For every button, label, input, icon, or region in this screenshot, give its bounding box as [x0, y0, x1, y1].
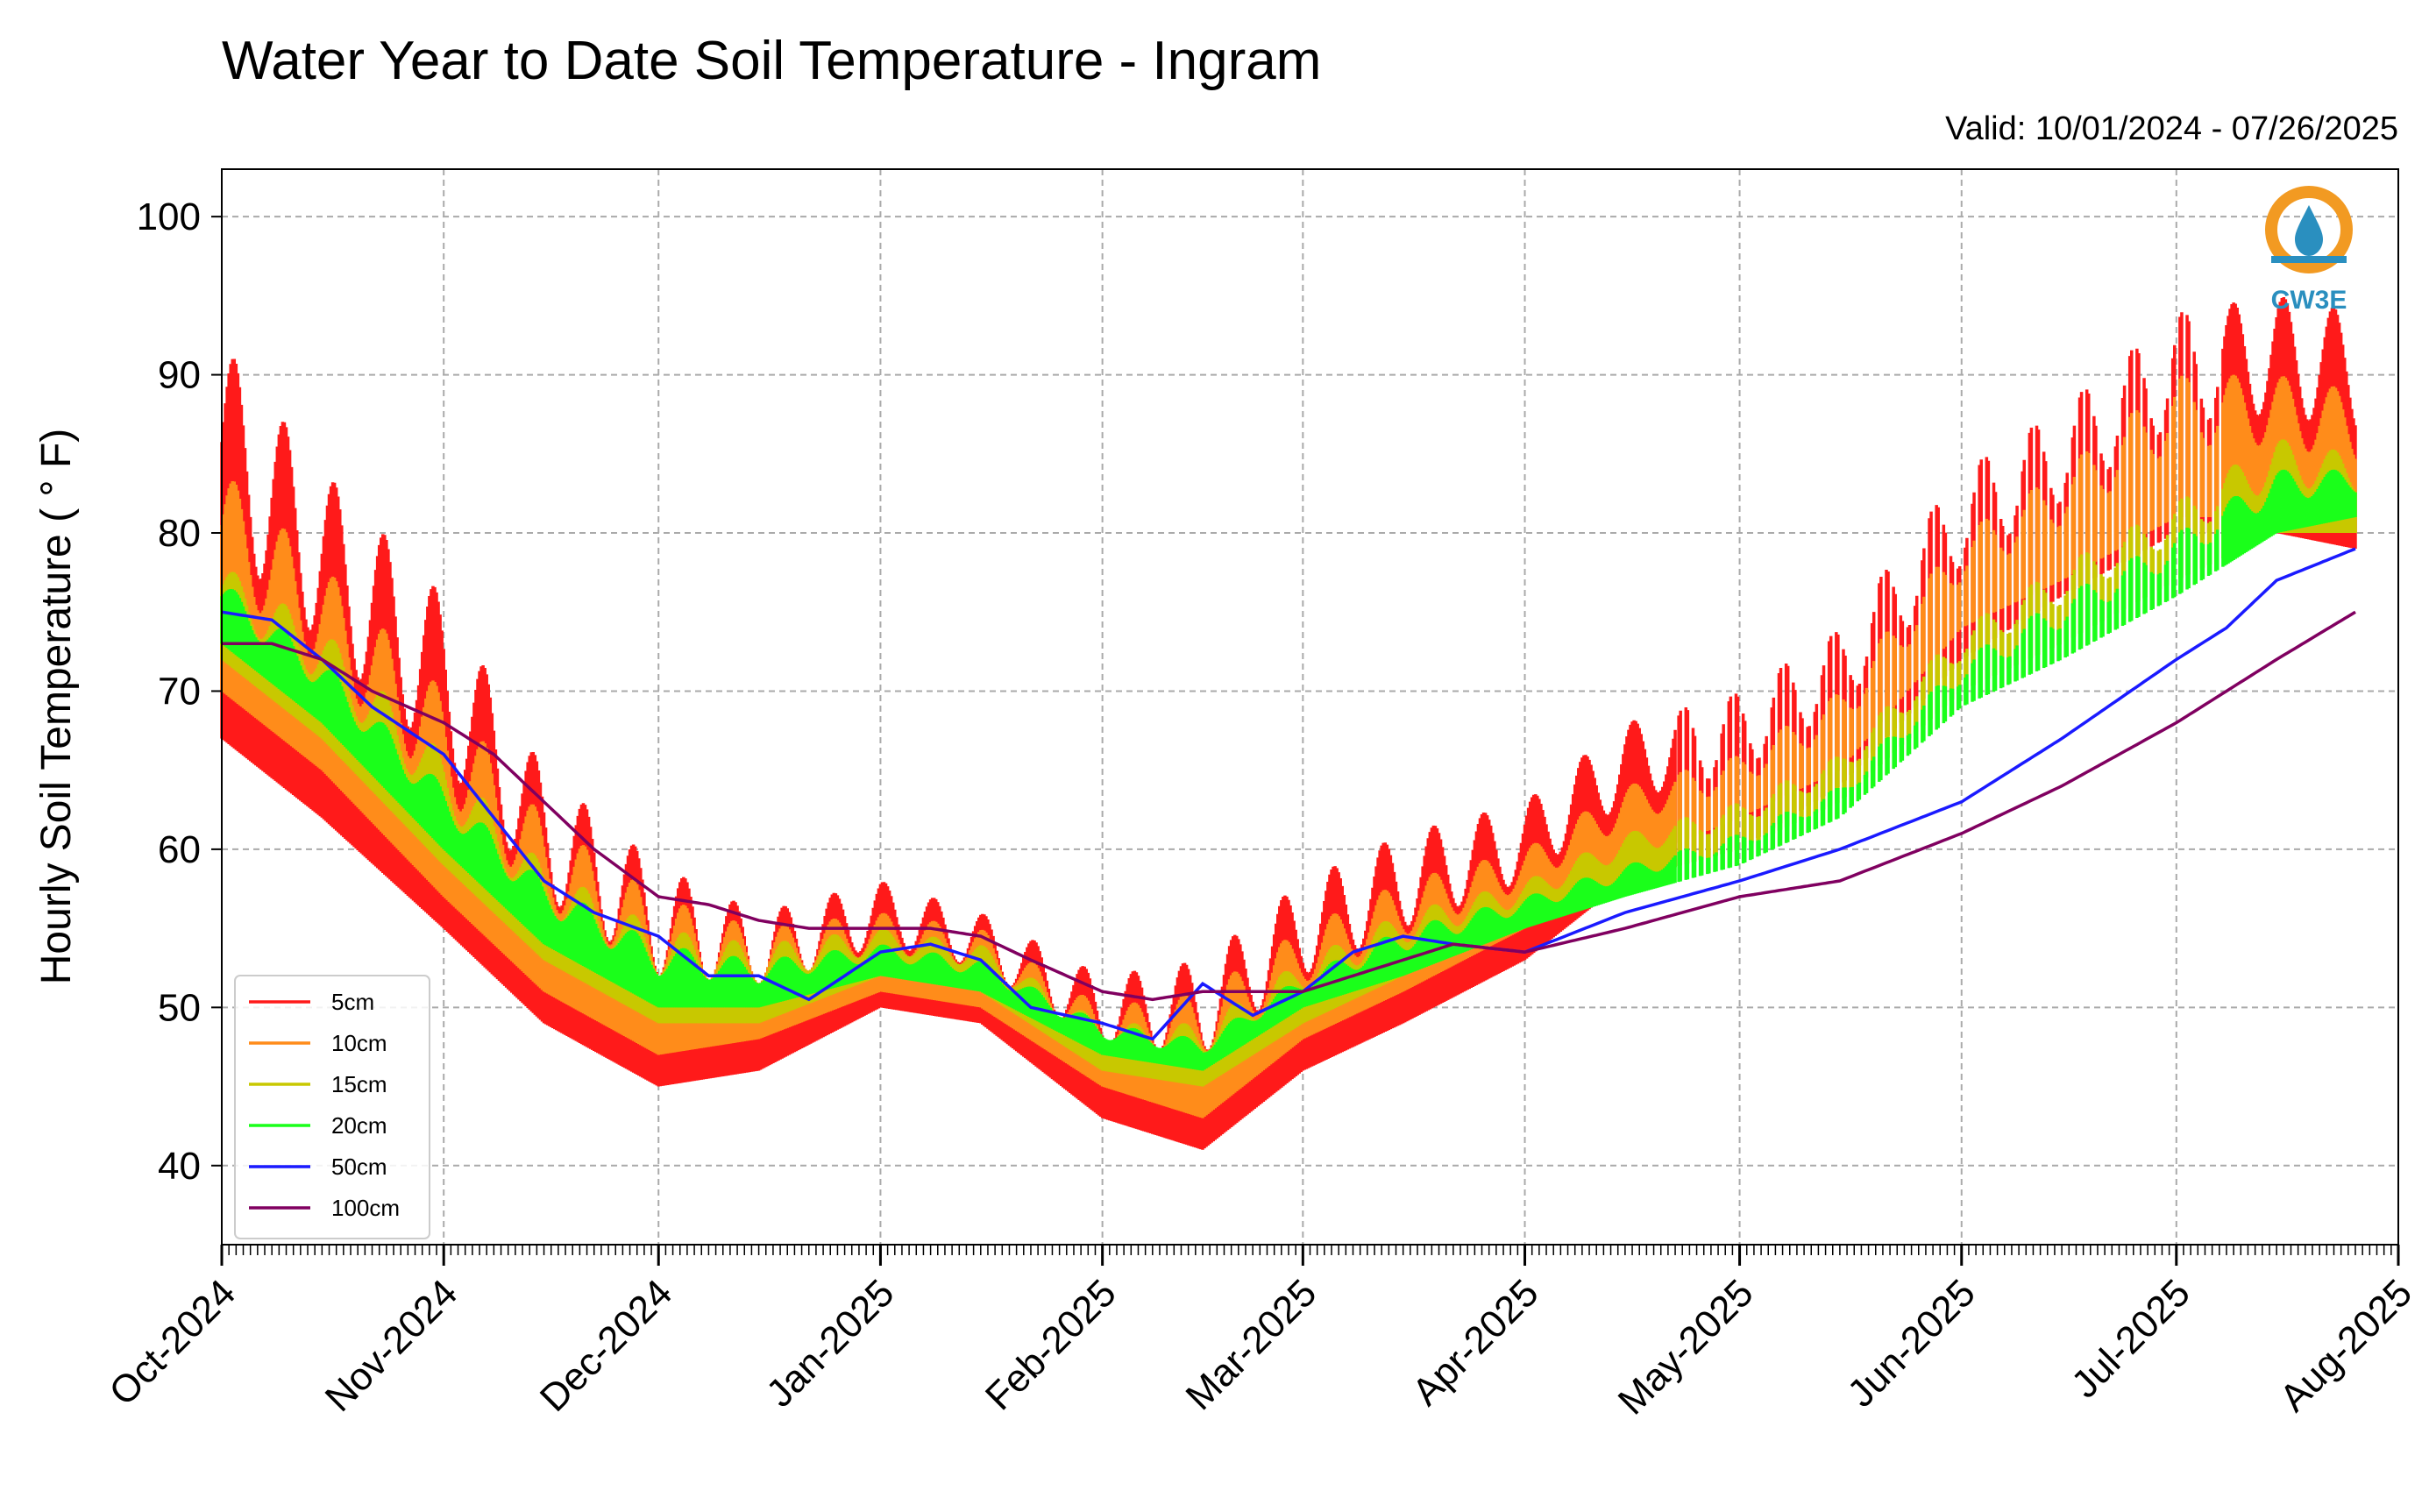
logo-text: CW3E — [2271, 286, 2347, 315]
y-tick-label: 90 — [158, 354, 201, 397]
cw3e-logo: CW3E — [2265, 186, 2353, 315]
x-tick-label: Dec-2024 — [532, 1271, 681, 1420]
water-drop-icon — [2295, 205, 2323, 256]
y-axis-label: Hourly Soil Temperature ( ° F) — [33, 429, 80, 985]
x-tick-label: May-2025 — [1610, 1271, 1762, 1423]
x-tick-label: Oct-2024 — [101, 1271, 244, 1414]
series-group — [220, 297, 2357, 1150]
x-tick-label: Jul-2025 — [2063, 1271, 2198, 1406]
plot-frame — [221, 168, 2399, 1246]
y-tick-label: 60 — [158, 828, 201, 871]
legend-label-50cm: 50cm — [331, 1154, 387, 1180]
chart-subtitle: Valid: 10/01/2024 - 07/26/2025 — [1945, 110, 2398, 147]
legend: 5cm 10cm 15cm 20cm 50cm 100cm — [234, 975, 430, 1239]
y-tick-label: 70 — [158, 670, 201, 713]
logo-wave-icon — [2271, 256, 2347, 263]
x-tick-label: Jun-2025 — [1839, 1271, 1983, 1415]
x-tick-label: Mar-2025 — [1178, 1271, 1325, 1418]
x-tick-label: Apr-2025 — [1404, 1271, 1547, 1414]
chart-title: Water Year to Date Soil Temperature - In… — [222, 31, 1321, 91]
grid-lines — [221, 169, 2399, 1245]
x-tick-label: Nov-2024 — [317, 1271, 466, 1420]
series-50cm-line — [221, 547, 2356, 1041]
y-tick-label: 40 — [158, 1145, 201, 1188]
y-tick-label: 100 — [137, 195, 201, 238]
y-tick-label: 50 — [158, 986, 201, 1029]
legend-label-10cm: 10cm — [331, 1030, 387, 1056]
x-tick-label: Feb-2025 — [977, 1271, 1125, 1418]
series-100cm-line — [222, 610, 2356, 1002]
legend-label-100cm: 100cm — [331, 1195, 400, 1221]
series-100cm — [222, 610, 2356, 1002]
x-tick-label: Jan-2025 — [758, 1271, 902, 1415]
series-50cm — [221, 547, 2356, 1041]
legend-label-20cm: 20cm — [331, 1112, 387, 1139]
y-tick-label: 80 — [158, 512, 201, 555]
logo-ring-icon — [2265, 186, 2353, 273]
legend-label-5cm: 5cm — [331, 989, 374, 1015]
legend-label-15cm: 15cm — [331, 1071, 387, 1097]
x-tick-label: Aug-2025 — [2271, 1271, 2420, 1420]
legend-box — [234, 975, 430, 1239]
